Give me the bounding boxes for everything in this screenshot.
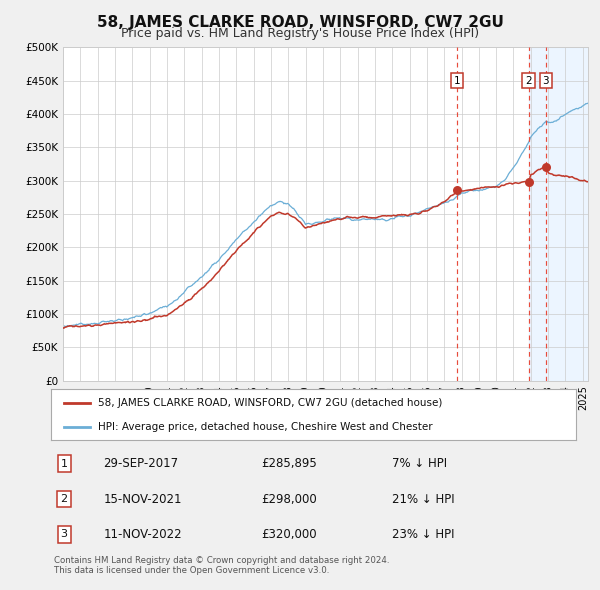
Text: 2: 2 — [526, 76, 532, 86]
Text: 58, JAMES CLARKE ROAD, WINSFORD, CW7 2GU (detached house): 58, JAMES CLARKE ROAD, WINSFORD, CW7 2GU… — [98, 398, 443, 408]
Text: 3: 3 — [61, 529, 68, 539]
Bar — [529, 47, 592, 381]
Text: Contains HM Land Registry data © Crown copyright and database right 2024.
This d: Contains HM Land Registry data © Crown c… — [54, 556, 389, 575]
Text: 29-SEP-2017: 29-SEP-2017 — [104, 457, 179, 470]
Text: 1: 1 — [454, 76, 460, 86]
Text: 7% ↓ HPI: 7% ↓ HPI — [392, 457, 448, 470]
Text: 2: 2 — [61, 494, 68, 504]
Text: 1: 1 — [61, 458, 68, 468]
Text: 3: 3 — [542, 76, 549, 86]
Text: £320,000: £320,000 — [261, 528, 317, 541]
Text: 58, JAMES CLARKE ROAD, WINSFORD, CW7 2GU: 58, JAMES CLARKE ROAD, WINSFORD, CW7 2GU — [97, 15, 503, 30]
Text: 23% ↓ HPI: 23% ↓ HPI — [392, 528, 455, 541]
Text: HPI: Average price, detached house, Cheshire West and Chester: HPI: Average price, detached house, Ches… — [98, 422, 433, 432]
Text: 15-NOV-2021: 15-NOV-2021 — [104, 493, 182, 506]
Text: £298,000: £298,000 — [261, 493, 317, 506]
Text: £285,895: £285,895 — [261, 457, 317, 470]
Text: 21% ↓ HPI: 21% ↓ HPI — [392, 493, 455, 506]
Text: 11-NOV-2022: 11-NOV-2022 — [104, 528, 182, 541]
Text: Price paid vs. HM Land Registry's House Price Index (HPI): Price paid vs. HM Land Registry's House … — [121, 27, 479, 40]
